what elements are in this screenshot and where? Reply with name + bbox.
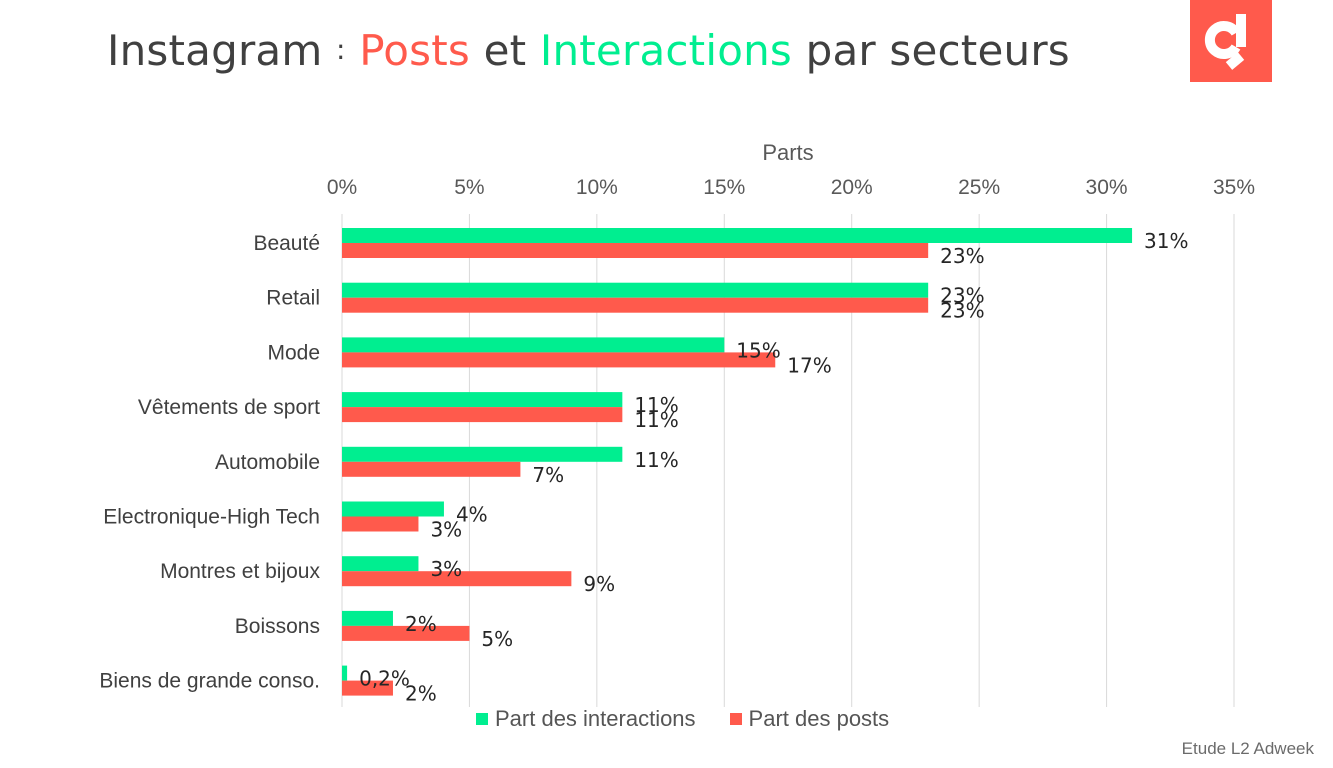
brand-logo-icon bbox=[1190, 0, 1272, 82]
category-label: Electronique-High Tech bbox=[103, 506, 320, 529]
bar-posts bbox=[342, 407, 623, 423]
x-tick-label: 0% bbox=[327, 176, 357, 199]
category-label: Automobile bbox=[215, 451, 320, 474]
x-tick-label: 30% bbox=[1086, 176, 1128, 199]
bar-interactions bbox=[342, 228, 1133, 243]
bar-interactions bbox=[342, 446, 623, 462]
bar-posts bbox=[342, 516, 419, 532]
data-label-interactions: 11% bbox=[634, 448, 678, 472]
page-title: Instagram : Posts et Interactions par se… bbox=[107, 26, 1070, 75]
data-label-interactions: 23% bbox=[940, 284, 984, 308]
category-label: Biens de grande conso. bbox=[99, 670, 320, 693]
bar-posts bbox=[342, 461, 521, 477]
x-tick-label: 5% bbox=[454, 176, 484, 199]
bar-interactions bbox=[342, 665, 348, 681]
data-label-posts: 11% bbox=[634, 408, 678, 432]
data-label-posts: 5% bbox=[481, 627, 513, 651]
title-par-secteurs: par secteurs bbox=[805, 26, 1070, 75]
bar-interactions bbox=[342, 610, 393, 626]
data-label-interactions: 2% bbox=[405, 612, 437, 636]
title-separator: : bbox=[336, 33, 346, 66]
bar-posts bbox=[342, 680, 393, 696]
category-label: Vêtements de sport bbox=[138, 396, 320, 419]
data-label-interactions: 15% bbox=[736, 338, 780, 362]
x-tick-label: 20% bbox=[831, 176, 873, 199]
bar-interactions bbox=[342, 392, 623, 408]
category-label: Mode bbox=[267, 341, 320, 364]
data-label-interactions: 3% bbox=[430, 557, 462, 581]
x-axis-title: Parts bbox=[762, 140, 813, 165]
data-label-interactions: 4% bbox=[456, 503, 488, 527]
category-labels: Beauté Retail Mode Vêtements de sport Automo… bbox=[99, 232, 320, 693]
legend-label-posts: Part des posts bbox=[748, 706, 890, 731]
legend: Part des interactions Part des posts bbox=[476, 706, 889, 732]
legend-swatch-interactions bbox=[476, 713, 488, 725]
bar-interactions bbox=[342, 501, 444, 517]
data-label-posts: 2% bbox=[405, 682, 437, 706]
bars bbox=[342, 228, 1133, 696]
bar-posts bbox=[342, 297, 929, 313]
data-label-posts: 23% bbox=[940, 299, 984, 323]
bar-posts bbox=[342, 352, 776, 368]
title-interactions: Interactions bbox=[539, 26, 793, 75]
data-labels: 31%23%23%23%15%17%11%11%11%7%4%3%3%9%2%5… bbox=[359, 229, 1188, 706]
bar-interactions bbox=[342, 282, 929, 298]
category-label: Boissons bbox=[235, 615, 320, 638]
category-label: Retail bbox=[266, 287, 320, 310]
data-label-interactions: 31% bbox=[1144, 229, 1188, 253]
title-posts: Posts bbox=[359, 26, 471, 75]
title-instagram: Instagram bbox=[107, 26, 323, 75]
data-label-interactions: 0,2% bbox=[359, 667, 410, 691]
bar-interactions bbox=[342, 337, 725, 353]
title-et: et bbox=[483, 26, 527, 75]
x-tick-label: 10% bbox=[576, 176, 618, 199]
category-label: Montres et bijoux bbox=[160, 560, 320, 583]
data-label-posts: 23% bbox=[940, 244, 984, 268]
legend-swatch-posts bbox=[729, 713, 742, 725]
x-tick-label: 15% bbox=[703, 176, 745, 199]
bar-posts bbox=[342, 243, 929, 258]
data-label-interactions: 11% bbox=[634, 393, 678, 417]
data-label-posts: 7% bbox=[532, 463, 564, 487]
legend-item-posts: Part des posts bbox=[729, 706, 890, 732]
legend-label-interactions: Part des interactions bbox=[495, 706, 696, 731]
x-tick-label: 25% bbox=[958, 176, 1000, 199]
source-note: Etude L2 Adweek bbox=[1181, 739, 1314, 758]
data-label-posts: 3% bbox=[430, 518, 462, 542]
data-label-posts: 9% bbox=[583, 572, 615, 596]
bar-posts bbox=[342, 625, 470, 641]
x-tick-label: 35% bbox=[1213, 176, 1255, 199]
legend-item-interactions: Part des interactions bbox=[476, 706, 696, 732]
category-label: Beauté bbox=[253, 232, 320, 255]
data-label-posts: 17% bbox=[787, 353, 831, 377]
bar-posts bbox=[342, 571, 572, 587]
bar-interactions bbox=[342, 556, 419, 572]
x-tick-labels: 0% 5% 10% 15% 20% 25% 30% 35% bbox=[327, 176, 1255, 199]
